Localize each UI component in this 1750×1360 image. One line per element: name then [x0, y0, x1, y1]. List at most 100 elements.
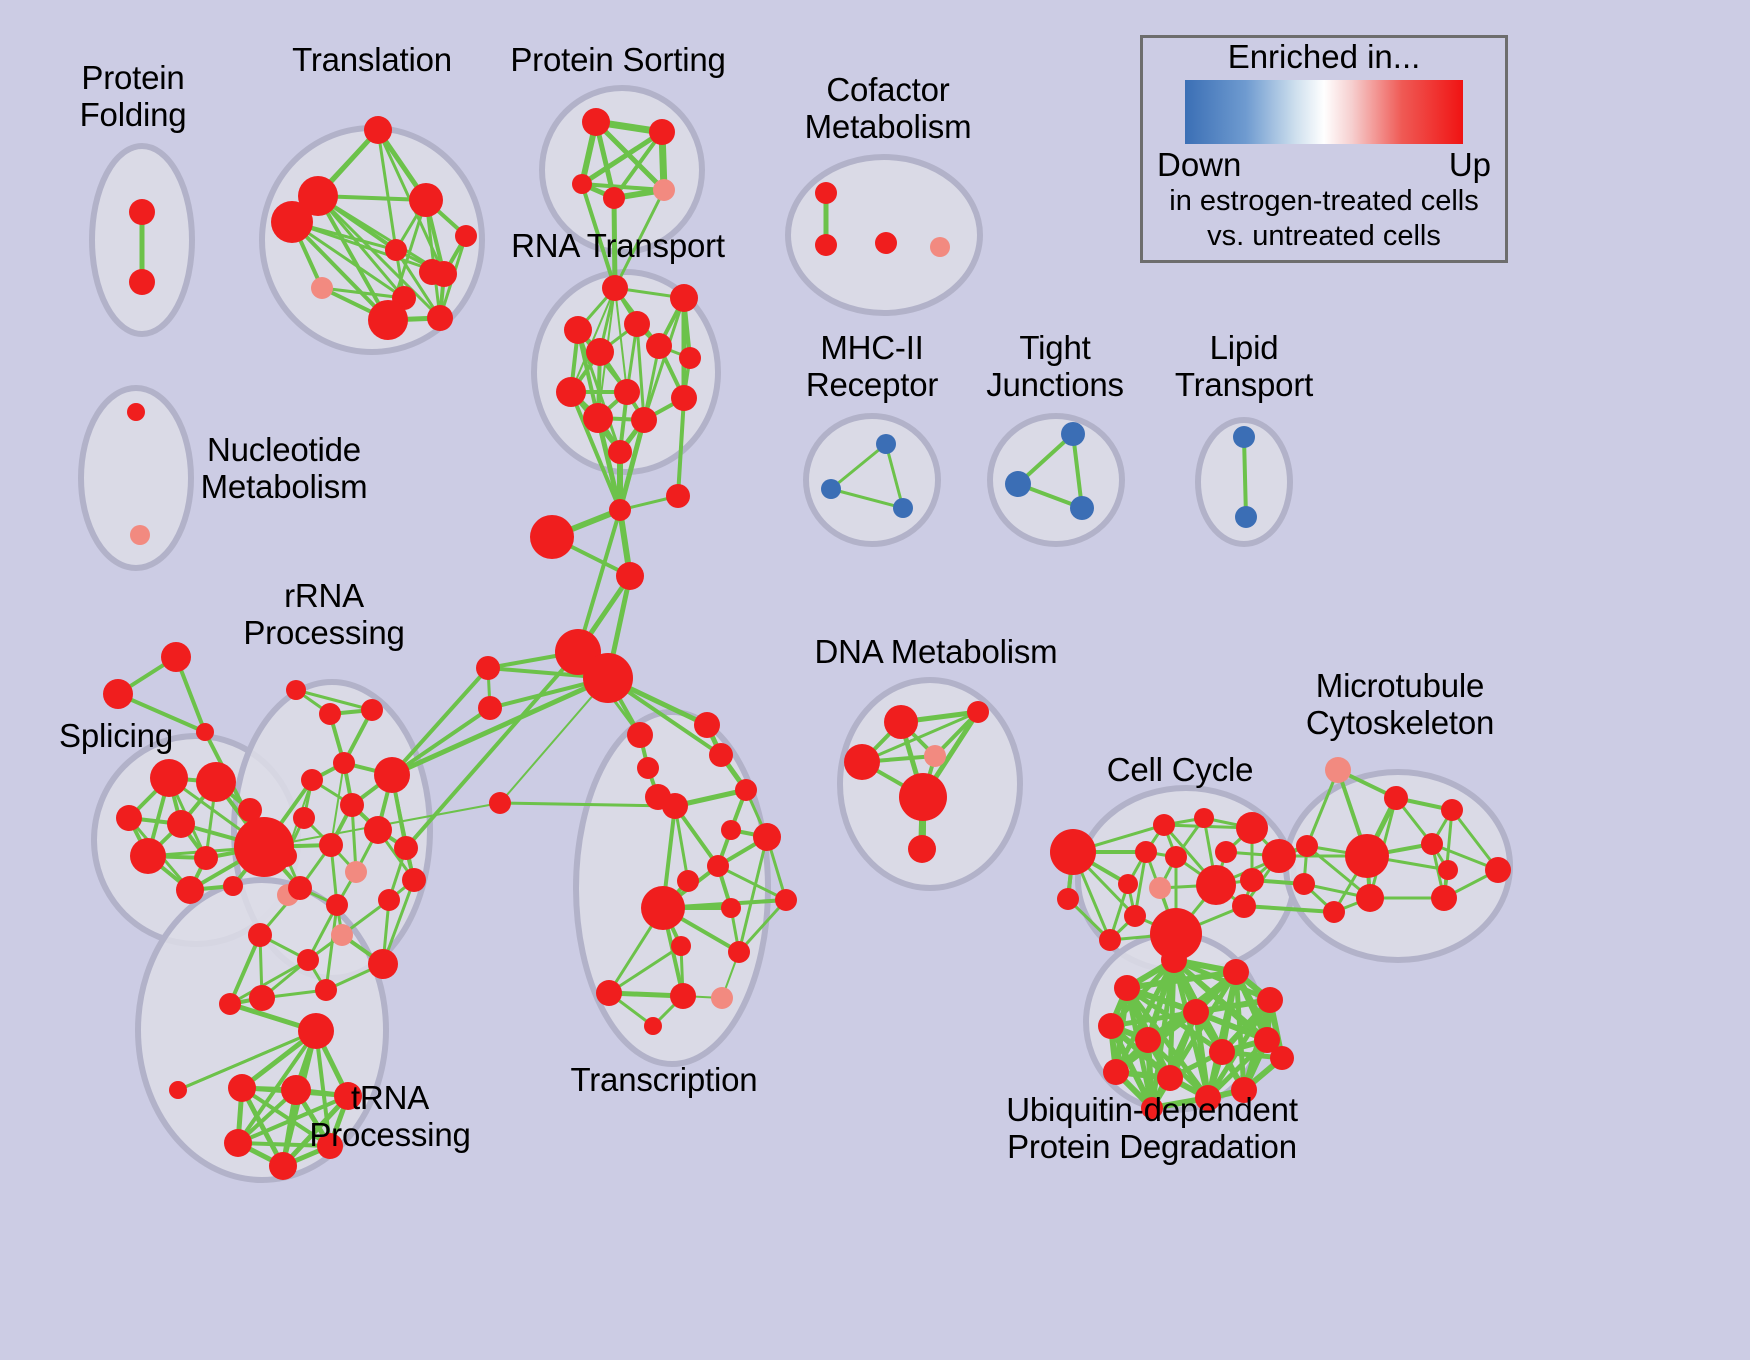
network-node[interactable]	[224, 1129, 252, 1157]
network-node[interactable]	[219, 993, 241, 1015]
network-node[interactable]	[1232, 894, 1256, 918]
network-node[interactable]	[297, 949, 319, 971]
network-node[interactable]	[653, 179, 675, 201]
network-node[interactable]	[116, 805, 142, 831]
network-node[interactable]	[1270, 1046, 1294, 1070]
network-node[interactable]	[169, 1081, 187, 1099]
network-node[interactable]	[1421, 833, 1443, 855]
network-node[interactable]	[331, 924, 353, 946]
network-node[interactable]	[489, 792, 511, 814]
network-node[interactable]	[1233, 426, 1255, 448]
network-node[interactable]	[624, 311, 650, 337]
network-node[interactable]	[967, 701, 989, 723]
network-node[interactable]	[1157, 1065, 1183, 1091]
network-node[interactable]	[821, 479, 841, 499]
network-node[interactable]	[419, 259, 445, 285]
network-node[interactable]	[345, 861, 367, 883]
network-node[interactable]	[815, 234, 837, 256]
network-node[interactable]	[298, 176, 338, 216]
network-node[interactable]	[196, 762, 236, 802]
network-node[interactable]	[248, 923, 272, 947]
network-node[interactable]	[930, 237, 950, 257]
network-node[interactable]	[223, 876, 243, 896]
network-node[interactable]	[129, 199, 155, 225]
network-node[interactable]	[556, 377, 586, 407]
network-node[interactable]	[1235, 506, 1257, 528]
network-node[interactable]	[1293, 873, 1315, 895]
network-node[interactable]	[319, 833, 343, 857]
network-node[interactable]	[374, 757, 410, 793]
network-node[interactable]	[709, 743, 733, 767]
network-node[interactable]	[293, 807, 315, 829]
network-node[interactable]	[608, 440, 632, 464]
network-node[interactable]	[735, 779, 757, 801]
network-node[interactable]	[249, 985, 275, 1011]
network-node[interactable]	[1323, 901, 1345, 923]
network-node[interactable]	[582, 108, 610, 136]
network-node[interactable]	[286, 680, 306, 700]
network-node[interactable]	[1257, 987, 1283, 1013]
network-node[interactable]	[649, 119, 675, 145]
network-node[interactable]	[478, 696, 502, 720]
network-node[interactable]	[627, 722, 653, 748]
network-node[interactable]	[1141, 1097, 1163, 1119]
network-node[interactable]	[271, 201, 313, 243]
network-node[interactable]	[333, 752, 355, 774]
network-node[interactable]	[127, 403, 145, 421]
network-node[interactable]	[334, 1082, 362, 1110]
network-node[interactable]	[1254, 1027, 1280, 1053]
network-node[interactable]	[666, 484, 690, 508]
network-node[interactable]	[176, 876, 204, 904]
network-node[interactable]	[1356, 884, 1384, 912]
network-node[interactable]	[1183, 999, 1209, 1025]
network-node[interactable]	[564, 316, 592, 344]
network-node[interactable]	[1231, 1077, 1257, 1103]
network-node[interactable]	[1223, 959, 1249, 985]
network-node[interactable]	[644, 1017, 662, 1035]
network-node[interactable]	[1057, 888, 1079, 910]
network-node[interactable]	[677, 870, 699, 892]
network-node[interactable]	[671, 385, 697, 411]
network-node[interactable]	[1240, 868, 1264, 892]
network-node[interactable]	[1325, 757, 1351, 783]
network-node[interactable]	[1345, 834, 1389, 878]
network-node[interactable]	[586, 338, 614, 366]
network-node[interactable]	[875, 232, 897, 254]
network-node[interactable]	[1150, 908, 1202, 960]
network-node[interactable]	[311, 277, 333, 299]
network-node[interactable]	[609, 499, 631, 521]
network-node[interactable]	[1070, 496, 1094, 520]
network-node[interactable]	[275, 845, 297, 867]
network-node[interactable]	[364, 816, 392, 844]
network-node[interactable]	[1485, 857, 1511, 883]
network-node[interactable]	[1098, 1013, 1124, 1039]
network-node[interactable]	[194, 846, 218, 870]
network-node[interactable]	[893, 498, 913, 518]
network-node[interactable]	[1438, 860, 1458, 880]
network-node[interactable]	[368, 300, 408, 340]
network-node[interactable]	[1114, 975, 1140, 1001]
network-node[interactable]	[238, 798, 262, 822]
network-node[interactable]	[129, 269, 155, 295]
network-node[interactable]	[402, 868, 426, 892]
network-node[interactable]	[385, 239, 407, 261]
network-node[interactable]	[572, 174, 592, 194]
network-node[interactable]	[728, 941, 750, 963]
network-node[interactable]	[427, 305, 453, 331]
network-node[interactable]	[694, 712, 720, 738]
network-node[interactable]	[670, 284, 698, 312]
network-node[interactable]	[1209, 1039, 1235, 1065]
network-node[interactable]	[130, 525, 150, 545]
network-node[interactable]	[1161, 947, 1187, 973]
network-node[interactable]	[1124, 905, 1146, 927]
network-node[interactable]	[637, 757, 659, 779]
network-node[interactable]	[326, 894, 348, 916]
network-node[interactable]	[721, 898, 741, 918]
network-node[interactable]	[1215, 841, 1237, 863]
network-node[interactable]	[161, 642, 191, 672]
network-node[interactable]	[378, 889, 400, 911]
network-node[interactable]	[641, 886, 685, 930]
network-node[interactable]	[476, 656, 500, 680]
network-node[interactable]	[364, 116, 392, 144]
network-node[interactable]	[899, 773, 947, 821]
